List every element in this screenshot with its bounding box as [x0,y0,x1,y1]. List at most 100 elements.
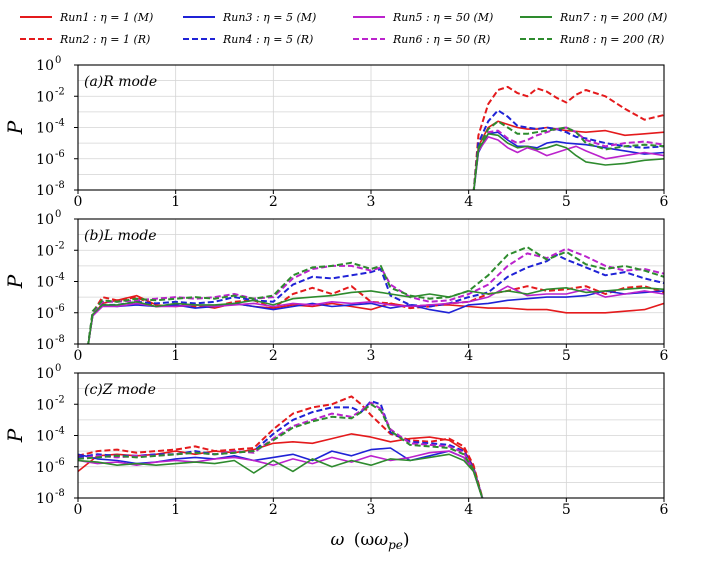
y-tick-label: 10 [36,306,54,322]
series-line-run2 [472,85,664,190]
series-line-run8 [78,403,484,498]
x-tick-label: 2 [269,502,278,518]
panel-title: (a)R mode [84,74,157,90]
series-line-run6 [87,247,664,344]
y-tick-exponent: 0 [55,363,61,374]
series-line-run7 [87,287,664,344]
x-label-unit-close: ) [403,530,410,550]
x-tick-label: 2 [269,194,278,210]
y-tick-exponent: -8 [55,488,65,499]
series-line-run2 [78,395,484,498]
svg-text:ω (ωωpe): ω (ωωpe) [330,530,409,552]
series-line-run5 [78,450,484,498]
x-label-omega-sub-base: ω [374,530,388,550]
legend-label: Run7 : η = 200 (M) [559,11,667,24]
x-tick-label: 2 [269,348,278,364]
x-tick-label: 5 [562,502,571,518]
x-tick-label: 0 [74,348,83,364]
series-line-run8 [87,246,664,344]
legend-entry: Run6 : η = 50 (R) [353,33,490,46]
legend: Run1 : η = 1 (M) Run2 : η = 1 (R) Run3 : η… [20,11,667,46]
y-tick-label: 10 [36,366,54,382]
x-tick-label: 1 [171,348,180,364]
y-axis-label: P [3,274,27,289]
x-label-omega: ω [330,530,344,550]
series-line-run5 [473,136,664,190]
y-tick-exponent: -2 [55,240,65,251]
y-tick-label: 10 [36,397,54,413]
y-tick-label: 10 [36,212,54,228]
x-tick-label: 6 [660,194,669,210]
legend-entry: Run4 : η = 5 (R) [183,33,313,46]
series-line-run6 [472,126,664,190]
series-line-run1 [473,120,664,190]
y-tick-exponent: -6 [55,457,65,468]
legend-entry: Run7 : η = 200 (M) [520,11,667,24]
x-tick-label: 0 [74,502,83,518]
y-tick-label: 10 [36,460,54,476]
series-line-run3 [473,131,664,190]
y-tick-label: 10 [36,58,54,74]
legend-label: Run4 : η = 5 (R) [222,33,313,46]
x-label-unit-open: (ω [354,530,375,550]
panel-title: (c)Z mode [84,382,156,398]
x-tick-label: 3 [367,194,376,210]
series-line-run2 [87,285,664,344]
y-axis-label: P [3,120,27,135]
x-tick-label: 4 [464,194,473,210]
y-tick-exponent: -6 [55,149,65,160]
series-group [87,246,664,344]
x-tick-label: 5 [562,348,571,364]
y-tick-exponent: -6 [55,303,65,314]
series-line-run1 [78,433,484,498]
legend-entry: Run8 : η = 200 (R) [520,33,664,46]
y-tick-label: 10 [36,183,54,199]
series-line-run7 [473,133,664,190]
x-tick-label: 3 [367,502,376,518]
legend-label: Run5 : η = 50 (M) [392,11,493,24]
y-tick-label: 10 [36,429,54,445]
x-axis-label: ω (ωωpe) [330,530,409,552]
legend-entry: Run2 : η = 1 (R) [20,33,150,46]
grid [77,218,665,345]
y-tick-label: 10 [36,275,54,291]
legend-label: Run6 : η = 50 (R) [392,33,490,46]
x-tick-label: 1 [171,194,180,210]
series-group [472,85,664,190]
y-tick-exponent: 0 [55,55,61,66]
x-tick-label: 1 [171,502,180,518]
legend-label: Run8 : η = 200 (R) [559,33,664,46]
series-line-run6 [78,401,484,498]
x-tick-label: 4 [464,502,473,518]
y-tick-label: 10 [36,89,54,105]
legend-label: Run2 : η = 1 (R) [59,33,150,46]
y-tick-exponent: 0 [55,209,61,220]
x-tick-label: 5 [562,194,571,210]
y-tick-exponent: -8 [55,334,65,345]
panel-title: (b)L mode [84,228,157,244]
legend-label: Run1 : η = 1 (M) [59,11,153,24]
series-line-run1 [87,294,664,344]
y-tick-label: 10 [36,337,54,353]
x-tick-label: 4 [464,348,473,364]
x-tick-label: 6 [660,348,669,364]
series-line-run4 [472,109,664,190]
series-line-run7 [78,453,484,498]
series-line-run3 [87,290,664,344]
legend-entry: Run3 : η = 5 (M) [183,11,316,24]
y-tick-exponent: -4 [55,118,65,129]
x-tick-label: 6 [660,502,669,518]
legend-entry: Run1 : η = 1 (M) [20,11,153,24]
y-tick-label: 10 [36,152,54,168]
series-line-run4 [87,253,664,344]
grid [77,64,665,191]
y-tick-exponent: -4 [55,426,65,437]
series-line-run8 [472,120,664,190]
series-line-run4 [78,400,484,498]
x-label-subscript: pe [388,538,403,552]
y-tick-exponent: -8 [55,180,65,191]
